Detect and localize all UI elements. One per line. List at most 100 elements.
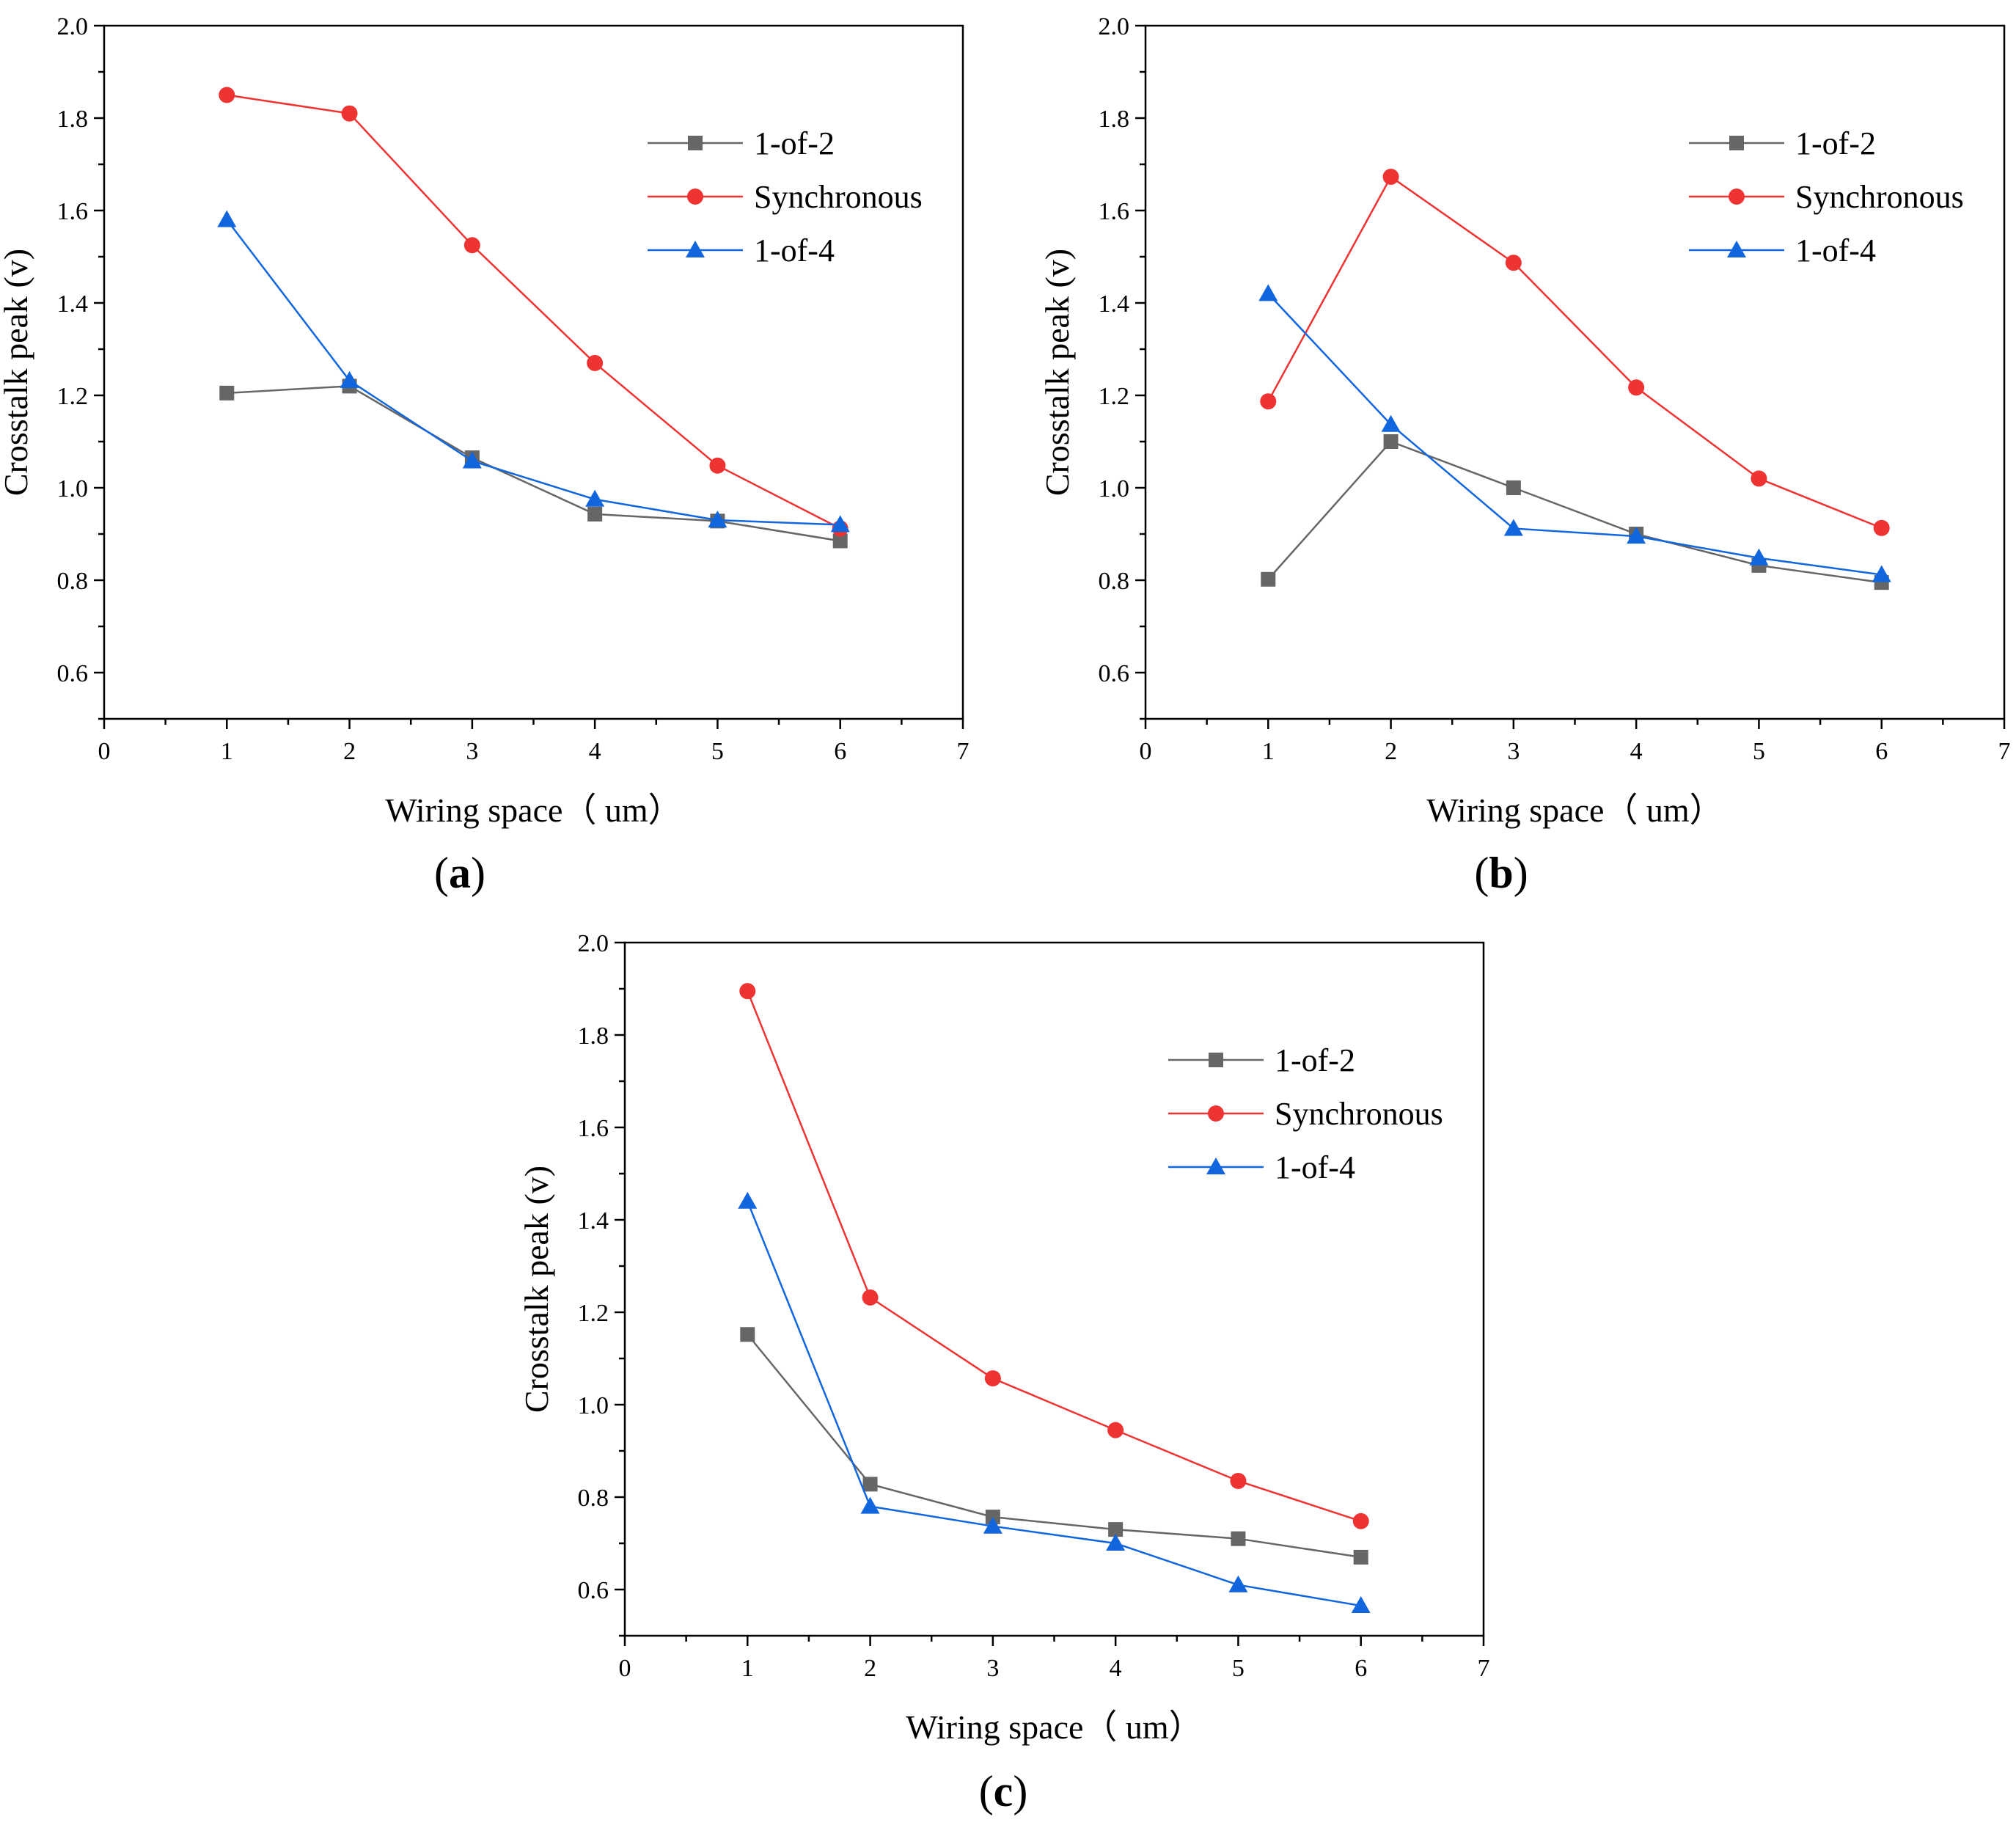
chart-panel-a: 0 1 2 3 4 5 6 7 0.6 0.8 1.0 1.2 1.4 1.6 1.8 2.0 Wiring s… — [0, 13, 969, 897]
x-tick-label: 6 — [1875, 738, 1888, 765]
x-tick-label: 3 — [466, 738, 478, 765]
x-tick-label: 0 — [1140, 738, 1152, 765]
legend-marker — [1208, 1105, 1224, 1122]
series-line — [226, 219, 840, 526]
data-point — [1106, 1534, 1126, 1551]
x-tick-label: 2 — [1385, 738, 1397, 765]
y-tick-label: 1.8 — [1099, 106, 1130, 133]
legend-marker — [686, 241, 705, 257]
y-tick-label: 1.0 — [57, 475, 89, 502]
legend-label: 1-of-4 — [1795, 233, 1876, 268]
y-tick-label: 0.8 — [578, 1485, 609, 1512]
x-tick-label: 6 — [1355, 1655, 1367, 1682]
x-tick-label: 0 — [98, 738, 111, 765]
x-tick-label: 5 — [711, 738, 724, 765]
x-tick-label: 3 — [986, 1655, 999, 1682]
data-point — [1231, 1531, 1246, 1546]
y-axis-title: Crosstalk peak (v) — [0, 249, 34, 496]
y-tick-label: 0.8 — [57, 568, 89, 595]
x-tick-label: 4 — [1630, 738, 1643, 765]
data-point — [1628, 379, 1645, 396]
data-point — [1260, 393, 1277, 410]
x-tick-label: 1 — [741, 1655, 754, 1682]
y-tick-label: 0.6 — [1099, 660, 1130, 687]
legend-label: 1-of-4 — [1275, 1149, 1355, 1185]
legend-label: 1-of-2 — [1275, 1042, 1355, 1078]
series-line — [1267, 175, 1883, 529]
data-point — [1230, 1472, 1247, 1489]
data-point — [983, 1516, 1002, 1534]
data-point — [709, 457, 726, 474]
legend-label: 1-of-2 — [1795, 125, 1876, 161]
data-point — [1627, 527, 1646, 544]
x-tick-label: 7 — [957, 738, 969, 765]
data-point — [1261, 571, 1276, 587]
legend-label: 1-of-4 — [754, 233, 835, 268]
y-tick-label: 1.0 — [1099, 475, 1130, 502]
y-tick-label: 1.4 — [1099, 290, 1130, 318]
data-point — [1258, 284, 1278, 301]
data-point — [984, 1370, 1001, 1387]
data-point — [1381, 414, 1401, 432]
data-point — [1872, 565, 1891, 582]
x-tick-label: 5 — [1753, 738, 1765, 765]
data-point — [862, 1477, 878, 1492]
data-point — [738, 1191, 758, 1209]
x-tick-label: 2 — [864, 1655, 876, 1682]
data-point — [1352, 1513, 1369, 1529]
chart-panel-c: 0 1 2 3 4 5 6 7 0.6 0.8 1.0 1.2 1.4 1.6 1.8 2.0 Wiring s… — [518, 930, 1490, 1815]
panel-label: (b) — [1474, 849, 1528, 897]
y-axis-title: Crosstalk peak (v) — [518, 1166, 555, 1413]
data-point — [1873, 519, 1890, 536]
data-point — [1353, 1549, 1368, 1565]
data-point — [217, 210, 237, 227]
data-point — [1506, 480, 1521, 495]
series-line — [1267, 293, 1882, 576]
y-tick-label: 1.2 — [1099, 383, 1130, 410]
data-point — [1503, 519, 1523, 536]
data-point — [1383, 434, 1399, 449]
y-tick-label: 1.6 — [1099, 198, 1130, 225]
legend-marker — [1727, 241, 1746, 257]
data-point — [1505, 255, 1522, 271]
data-point — [1107, 1422, 1124, 1438]
data-point — [463, 237, 480, 254]
legend-label: Synchronous — [754, 179, 923, 215]
data-point — [830, 515, 850, 533]
x-axis-title: Wiring space（ um） — [906, 1708, 1202, 1746]
legend-marker — [1729, 136, 1744, 150]
data-point — [862, 1289, 879, 1306]
data-point — [1228, 1575, 1248, 1592]
series-line — [747, 1201, 1361, 1607]
data-point — [341, 105, 358, 122]
y-tick-label: 0.8 — [1099, 568, 1130, 595]
panel-label: (c) — [979, 1767, 1028, 1815]
x-tick-label: 1 — [1262, 738, 1275, 765]
x-tick-label: 1 — [221, 738, 233, 765]
data-point — [1382, 169, 1399, 186]
legend-label: Synchronous — [1795, 179, 1964, 215]
data-point — [708, 511, 727, 528]
data-point — [1351, 1596, 1371, 1614]
data-point — [585, 489, 605, 507]
data-point — [832, 533, 848, 549]
y-tick-label: 1.4 — [578, 1207, 609, 1235]
series-line — [1267, 440, 1882, 584]
x-tick-label: 7 — [1998, 738, 2011, 765]
y-tick-label: 1.2 — [578, 1300, 609, 1327]
series-line — [747, 990, 1362, 1522]
series-line — [227, 94, 841, 530]
y-axis-title: Crosstalk peak (v) — [1038, 249, 1076, 496]
legend-label: 1-of-2 — [754, 125, 835, 161]
y-tick-label: 1.8 — [578, 1023, 609, 1050]
data-point — [462, 451, 482, 469]
legend-label: Synchronous — [1275, 1096, 1443, 1132]
data-point — [860, 1496, 880, 1514]
y-tick-label: 1.0 — [578, 1392, 609, 1419]
y-tick-label: 0.6 — [578, 1577, 609, 1604]
y-tick-label: 1.6 — [578, 1115, 609, 1142]
data-point — [219, 385, 235, 401]
x-axis-title: Wiring space（ um） — [385, 791, 681, 829]
series-line — [227, 385, 840, 542]
y-tick-label: 2.0 — [1099, 13, 1130, 40]
